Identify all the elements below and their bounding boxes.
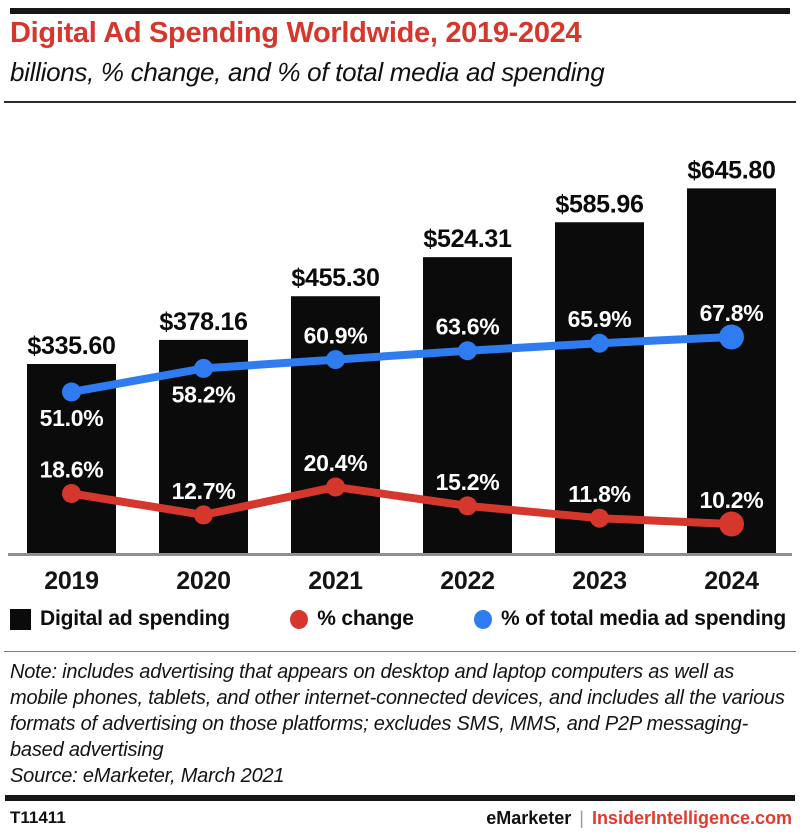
red-point-2024 [719,511,744,537]
red-point-label: 12.7% [172,478,236,504]
legend-label: % of total media ad spending [501,607,786,630]
bar-2024 [687,188,776,554]
bar-value-label: $524.31 [423,225,512,253]
red-circle-icon [290,609,309,629]
legend-label: % change [317,607,414,630]
top-rule [10,8,790,14]
red-point-2020 [194,505,213,525]
blue-point-2020 [194,358,213,378]
legend-divider [4,651,796,652]
blue-point-label: 65.9% [568,306,632,332]
red-point-label: 11.8% [568,481,630,507]
blue-point-label: 67.8% [700,300,764,326]
footer-bar: T11411 eMarketer | InsiderIntelligence.c… [10,806,792,830]
red-point-2019 [62,484,81,504]
legend-label: Digital ad spending [40,607,230,630]
x-axis-label-2020: 2020 [176,567,230,595]
x-axis-label-2022: 2022 [440,567,494,595]
bar-2023 [555,222,644,554]
red-point-2022 [458,496,477,516]
blue-point-2022 [458,341,477,361]
blue-point-label: 60.9% [304,323,368,349]
red-point-2023 [590,508,609,528]
red-point-label: 10.2% [700,487,764,513]
bar-value-label: $455.30 [291,264,379,292]
bar-value-label: $335.60 [27,332,115,360]
emarketer-brand: eMarketer [486,807,572,828]
red-line [70,482,732,528]
bar-value-label: $585.96 [555,190,643,218]
x-axis-label-2021: 2021 [308,567,363,595]
x-axis-line [8,553,792,556]
subtitle-divider [4,101,796,103]
chart-legend: Digital ad spending % change % of total … [10,601,786,637]
blue-point-2023 [590,333,609,353]
source-text: Source: eMarketer, March 2021 [10,765,285,787]
x-axis-label-2024: 2024 [704,567,759,595]
chart-canvas: $335.60 $378.16 $455.30 $524.31 $585.96 $645.… [8,156,792,595]
blue-point-label: 58.2% [172,381,236,407]
blue-line [70,333,732,396]
blue-circle-icon [474,609,493,629]
x-axis-label-2023: 2023 [572,567,626,595]
x-axis-label-2019: 2019 [44,567,98,595]
blue-point-2021 [326,350,345,370]
red-point-label: 20.4% [304,450,368,476]
red-point-label: 15.2% [436,469,500,495]
combo-chart: $335.60 $378.16 $455.30 $524.31 $585.96 $645.… [0,140,800,600]
blue-point-label: 63.6% [436,314,500,340]
legend-item-digital-ad-spending: Digital ad spending [10,607,230,631]
bar-value-label: $378.16 [159,308,247,336]
bar-value-label: $645.80 [687,156,775,184]
footnote-block: Note: includes advertising that appears … [10,659,792,789]
brand-divider: | [579,807,584,828]
black-square-icon [10,608,31,630]
brand-group: eMarketer | InsiderIntelligence.com [486,808,792,829]
legend-item-percent-change: % change [290,607,414,631]
blue-point-2024 [719,324,744,350]
legend-item-percent-of-total: % of total media ad spending [474,607,786,631]
bottom-rule [5,795,795,801]
blue-point-label: 51.0% [40,405,104,431]
red-point-label: 18.6% [40,457,104,483]
bar-2021 [291,296,380,554]
blue-point-2019 [62,382,81,402]
page-title: Digital Ad Spending Worldwide, 2019-2024 [10,17,582,49]
page-subtitle: billions, % change, and % of total media… [10,57,605,87]
insider-intelligence-link[interactable]: InsiderIntelligence.com [591,807,792,828]
red-point-2021 [326,477,345,497]
note-text: Note: includes advertising that appears … [10,661,785,761]
chart-id: T11411 [10,808,66,827]
